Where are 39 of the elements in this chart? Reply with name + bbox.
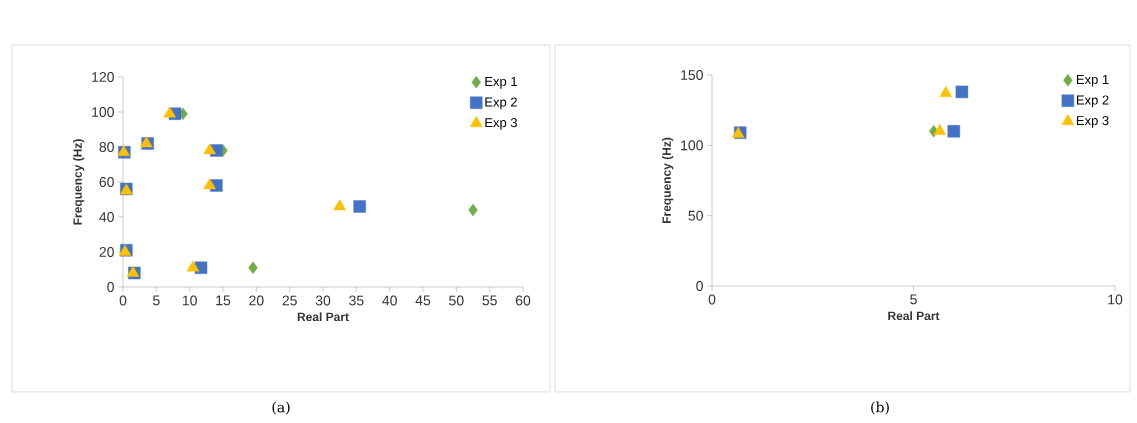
x-tick-label: 30: [315, 295, 331, 306]
x-tick-label: 0: [708, 294, 716, 305]
legend-label: Exp 2: [485, 97, 517, 110]
y-tick-label: 0: [696, 281, 703, 291]
x-tick-label: 10: [182, 295, 197, 306]
x-tick-label: 0: [119, 295, 127, 306]
y-tick-label: 60: [99, 177, 114, 187]
legend-label: Exp 3: [485, 118, 517, 130]
y-tick-label: 150: [681, 70, 703, 80]
y-axis-title: Frequency (Hz): [73, 139, 85, 225]
x-tick-label: 15: [216, 295, 231, 306]
y-axis-title: Frequency (Hz): [662, 137, 674, 224]
text: (b): [871, 401, 889, 415]
y-tick-label: 0: [107, 282, 114, 292]
x-tick-label: 60: [515, 295, 531, 306]
legend-label: Exp 2: [1076, 95, 1109, 108]
x-tick-label: 10: [1108, 294, 1123, 305]
x-tick-label: 20: [249, 295, 264, 306]
legend-label: Exp 1: [1076, 74, 1109, 87]
x-tick-label: 55: [482, 295, 497, 306]
y-tick-label: 40: [99, 212, 114, 222]
y-tick-label: 50: [688, 210, 703, 221]
x-tick-label: 40: [382, 295, 397, 306]
x-tick-label: 50: [449, 295, 464, 306]
y-tick-label: 20: [99, 247, 114, 257]
legend-label: Exp 1: [485, 77, 517, 89]
y-tick-label: 100: [681, 140, 703, 151]
x-axis-title: Real Part: [888, 311, 940, 321]
x-tick-label: 45: [415, 295, 431, 306]
y-tick-label: 120: [92, 72, 114, 82]
x-tick-label: 35: [349, 295, 364, 306]
legend-label: Exp 3: [1076, 115, 1109, 128]
x-tick-label: 5: [153, 295, 160, 306]
x-tick-label: 5: [910, 294, 917, 305]
x-tick-label: 25: [282, 295, 297, 306]
x-axis-title: Real Part: [297, 312, 349, 322]
text: (a): [272, 401, 290, 415]
y-tick-label: 80: [99, 142, 114, 152]
y-tick-label: 100: [92, 107, 114, 117]
